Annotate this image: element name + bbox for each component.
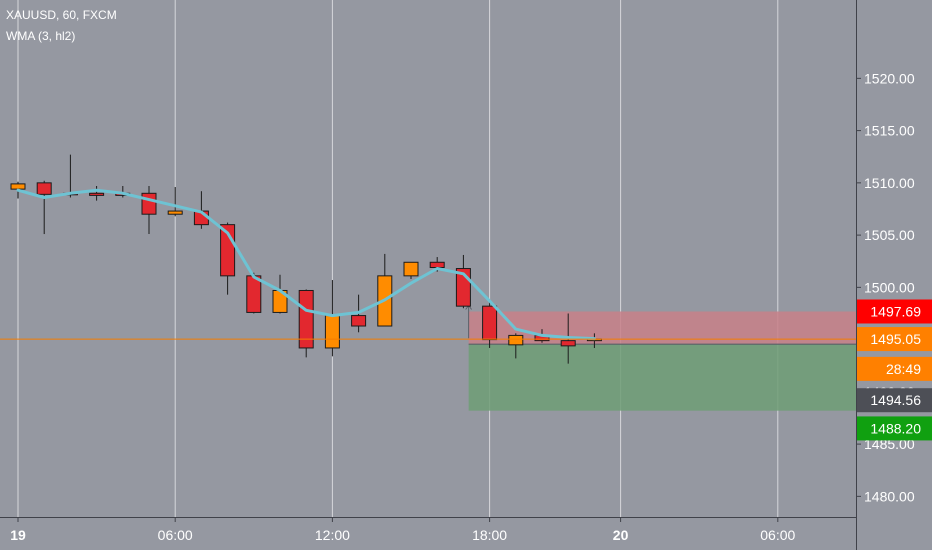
x-tick-label: 19 xyxy=(10,527,26,543)
symbol-legend[interactable]: XAUUSD, 60, FXCM xyxy=(6,8,117,22)
x-tick-label: 18:00 xyxy=(472,527,507,543)
candle-body xyxy=(246,275,262,313)
price-label-text-stop: 1497.69 xyxy=(870,303,921,319)
position-zones[interactable] xyxy=(465,304,856,411)
price-label-stop xyxy=(857,299,932,324)
wma-line xyxy=(16,188,596,341)
candle-body xyxy=(351,315,367,327)
x-tick-label: 12:00 xyxy=(315,527,350,543)
candle-body xyxy=(298,289,314,349)
price-label-text-last: 1495.05 xyxy=(870,331,921,347)
price-labels: 1497.69 1495.05 28:49 1494.56 1488.20 xyxy=(857,299,932,441)
wma-polyline xyxy=(16,188,596,341)
price-label-text-target: 1488.20 xyxy=(870,420,921,436)
y-tick-label: 1505.00 xyxy=(864,227,915,243)
price-label-target xyxy=(857,416,932,441)
price-label-entry xyxy=(857,388,932,413)
x-tick-label: 06:00 xyxy=(760,527,795,543)
x-tick-label: 06:00 xyxy=(158,527,193,543)
candle-body xyxy=(482,305,498,341)
candle-body xyxy=(508,334,524,346)
x-tick-label: 20 xyxy=(613,527,629,543)
candle-body xyxy=(403,261,419,277)
candle-body xyxy=(89,192,105,196)
price-label-text-entry: 1494.56 xyxy=(870,392,921,408)
y-tick-label: 1510.00 xyxy=(864,175,915,191)
price-label-last xyxy=(857,327,932,352)
candle-body xyxy=(429,261,445,268)
candle-body xyxy=(324,315,340,349)
price-axis[interactable]: 1480.001485.001490.001495.001500.001505.… xyxy=(856,0,932,550)
price-label-text-countdown: 28:49 xyxy=(886,361,921,377)
grid-lines xyxy=(17,0,779,517)
candle-body xyxy=(36,182,52,195)
candle-body xyxy=(141,192,157,215)
candle-body xyxy=(10,183,26,190)
indicator-legend[interactable]: WMA (3, hl2) xyxy=(6,29,76,43)
y-tick-label: 1500.00 xyxy=(864,279,915,295)
price-axis-background xyxy=(856,0,932,550)
candle-body xyxy=(560,340,576,347)
price-label-countdown xyxy=(857,356,932,381)
time-axis[interactable]: 19 06:00 12:00 18:00 20 06:00 xyxy=(0,517,856,543)
candle-body xyxy=(167,210,183,215)
y-tick-label: 1515.00 xyxy=(864,123,915,139)
y-tick-label: 1520.00 xyxy=(864,70,915,86)
y-tick-label: 1480.00 xyxy=(864,488,915,504)
take-profit-zone xyxy=(468,344,856,411)
